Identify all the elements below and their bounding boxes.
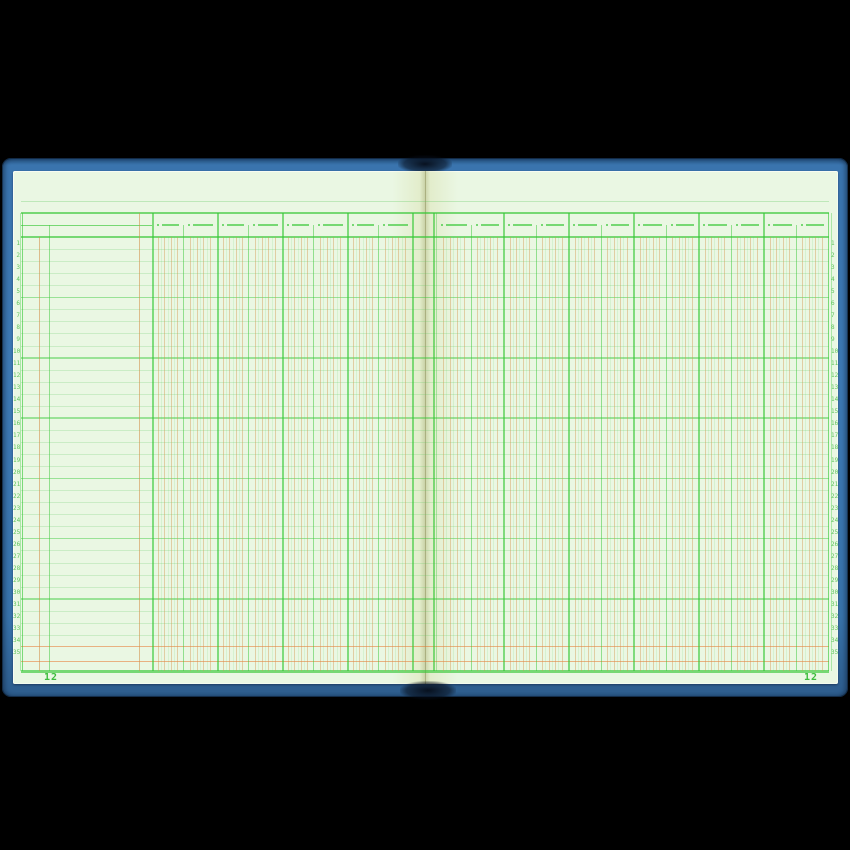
row-number: 4 — [16, 275, 20, 283]
row-number: 24 — [831, 516, 839, 524]
row-number: 31 — [13, 601, 21, 609]
row-number: 20 — [831, 468, 839, 476]
row-number: 10 — [13, 348, 21, 356]
row-number: 17 — [13, 432, 21, 440]
row-number: 32 — [831, 613, 839, 621]
row-number: 12 — [13, 372, 21, 380]
row-number: 9 — [16, 335, 20, 343]
row-number: 14 — [13, 396, 21, 404]
row-number: 26 — [831, 540, 839, 548]
row-number: 25 — [13, 528, 21, 536]
row-number: 34 — [831, 637, 839, 645]
row-number: 11 — [831, 360, 839, 368]
row-number: 4 — [831, 275, 835, 283]
row-number: 23 — [831, 504, 839, 512]
row-number: 9 — [831, 335, 835, 343]
open-ledger-pages — [13, 171, 838, 684]
row-number: 19 — [13, 456, 21, 464]
row-number: 13 — [831, 384, 839, 392]
spine-binding-bottom — [400, 681, 456, 700]
row-number: 31 — [831, 601, 839, 609]
row-number: 19 — [831, 456, 839, 464]
row-number: 11 — [13, 360, 21, 368]
row-number: 8 — [16, 323, 20, 331]
row-number: 30 — [13, 589, 21, 597]
row-number: 8 — [831, 323, 835, 331]
row-number: 2 — [831, 251, 835, 259]
row-number: 35 — [831, 649, 839, 657]
row-number: 32 — [13, 613, 21, 621]
row-number: 13 — [13, 384, 21, 392]
row-number: 2 — [16, 251, 20, 259]
row-number: 15 — [13, 408, 21, 416]
row-number: 16 — [13, 420, 21, 428]
row-number: 6 — [831, 299, 835, 307]
row-number: 12 — [831, 372, 839, 380]
row-number: 24 — [13, 516, 21, 524]
row-number: 6 — [16, 299, 20, 307]
row-number: 28 — [831, 565, 839, 573]
row-number: 28 — [13, 565, 21, 573]
row-number: 16 — [831, 420, 839, 428]
row-number: 23 — [13, 504, 21, 512]
row-number: 20 — [13, 468, 21, 476]
row-number: 30 — [831, 589, 839, 597]
row-number: 25 — [831, 528, 839, 536]
row-number: 18 — [831, 444, 839, 452]
row-number: 3 — [831, 263, 835, 271]
row-number: 27 — [13, 553, 21, 560]
row-number: 21 — [831, 480, 839, 488]
row-number: 10 — [831, 348, 839, 356]
row-number: 5 — [831, 287, 835, 295]
row-number: 27 — [831, 553, 839, 560]
row-number: 22 — [13, 492, 21, 500]
spine-binding-top — [398, 155, 452, 173]
row-number: 7 — [16, 311, 20, 319]
row-number: 33 — [13, 625, 21, 633]
spine-crease — [425, 171, 426, 684]
row-number: 29 — [13, 577, 21, 585]
row-number: 21 — [13, 480, 21, 488]
row-number: 5 — [16, 287, 20, 295]
row-number: 17 — [831, 432, 839, 440]
right-page-number: 12 — [804, 672, 819, 683]
left-page-number: 12 — [44, 672, 59, 683]
row-number: 22 — [831, 492, 839, 500]
row-number: 34 — [13, 637, 21, 645]
row-number: 33 — [831, 625, 839, 633]
row-number: 7 — [831, 311, 835, 319]
row-number: 14 — [831, 396, 839, 404]
row-number: 18 — [13, 444, 21, 452]
row-number: 1 — [16, 239, 20, 247]
row-number: 35 — [13, 649, 21, 657]
row-number: 3 — [16, 263, 20, 271]
row-number: 15 — [831, 408, 839, 416]
row-number: 29 — [831, 577, 839, 585]
row-number: 1 — [831, 239, 835, 247]
row-number: 26 — [13, 540, 21, 548]
